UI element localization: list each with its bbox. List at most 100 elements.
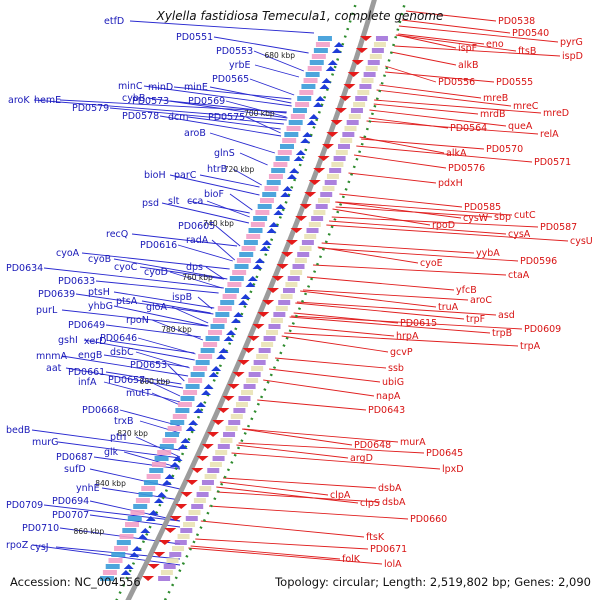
gene-label-right[interactable]: trpF bbox=[466, 314, 485, 325]
gene-label-right[interactable]: PD0564 bbox=[450, 123, 487, 134]
gene-label-right[interactable]: PD0648 bbox=[354, 440, 391, 451]
gene-label-left[interactable]: gloA bbox=[146, 302, 167, 313]
gene-label-right[interactable]: pyrG bbox=[560, 37, 583, 48]
gene-label-left[interactable]: radA bbox=[186, 235, 209, 246]
gene-label-left[interactable]: etfD bbox=[104, 16, 124, 27]
gene-label-left[interactable]: ptsH bbox=[88, 287, 110, 298]
gene-label-right[interactable]: PD0556 bbox=[438, 77, 475, 88]
gene-label-left[interactable]: glnS bbox=[214, 148, 235, 159]
gene-label-left[interactable]: htrB bbox=[207, 164, 227, 175]
gene-label-left[interactable]: PD0575 bbox=[208, 112, 245, 123]
gene-label-left[interactable]: PD0634 bbox=[6, 263, 43, 274]
gene-label-left[interactable]: trxB bbox=[114, 416, 134, 427]
gene-label-left[interactable]: cyoA bbox=[56, 248, 80, 259]
gene-label-left[interactable]: PD0616 bbox=[140, 240, 177, 251]
gene-label-left[interactable]: cyoD bbox=[144, 267, 168, 278]
gene-label-right[interactable]: cysW bbox=[463, 213, 489, 224]
gene-label-left[interactable]: PD0553 bbox=[216, 46, 253, 57]
gene-label-left[interactable]: hemE bbox=[34, 95, 61, 106]
gene-label-left[interactable]: PD0578 bbox=[122, 111, 159, 122]
gene-label-right[interactable]: eno bbox=[486, 39, 504, 50]
gene-label-left[interactable]: PD0661 bbox=[68, 367, 105, 378]
gene-label-right[interactable]: cutC bbox=[514, 210, 536, 221]
gene-label-left[interactable]: minE bbox=[184, 82, 208, 93]
gene-label-left[interactable]: dsbC bbox=[110, 347, 134, 358]
gene-label-right[interactable]: PD0570 bbox=[486, 144, 523, 155]
gene-label-left[interactable]: dcm bbox=[168, 112, 189, 123]
gene-label-right[interactable]: ftsB bbox=[518, 46, 536, 57]
gene-label-left[interactable]: cyoC bbox=[114, 262, 138, 273]
gene-label-right[interactable]: PD0555 bbox=[496, 77, 533, 88]
gene-label-right[interactable]: PD0615 bbox=[400, 318, 437, 329]
gene-label-left[interactable]: recQ bbox=[106, 229, 128, 240]
gene-label-left[interactable]: dps bbox=[186, 262, 203, 273]
gene-label-right[interactable]: PD0571 bbox=[534, 157, 571, 168]
gene-label-right[interactable]: PD0660 bbox=[410, 514, 447, 525]
gene-label-left[interactable]: xerD bbox=[84, 336, 106, 347]
gene-label-left[interactable]: ispB bbox=[172, 292, 192, 303]
gene-label-left[interactable]: glk bbox=[104, 447, 119, 458]
gene-label-right[interactable]: hrpA bbox=[396, 331, 419, 342]
gene-label-left[interactable]: bioF bbox=[204, 189, 224, 200]
gene-label-right[interactable]: ctaA bbox=[508, 270, 530, 281]
gene-label-left[interactable]: murG bbox=[32, 437, 59, 448]
gene-label-right[interactable]: PD0587 bbox=[540, 222, 577, 233]
gene-label-right[interactable]: cysA bbox=[508, 229, 531, 240]
gene-label-left[interactable]: PD0694 bbox=[52, 496, 89, 507]
gene-label-right[interactable]: mreC bbox=[513, 101, 539, 112]
gene-label-right[interactable]: sbp bbox=[494, 212, 511, 223]
gene-label-left[interactable]: bedB bbox=[6, 425, 30, 436]
gene-label-right[interactable]: murA bbox=[400, 437, 426, 448]
gene-label-right[interactable]: trpA bbox=[520, 341, 541, 352]
gene-label-right[interactable]: ftsK bbox=[366, 532, 385, 543]
gene-label-left[interactable]: PD0649 bbox=[68, 320, 105, 331]
gene-label-right[interactable]: lpxD bbox=[442, 464, 464, 475]
gene-label-left[interactable]: aat bbox=[46, 363, 62, 374]
gene-label-right[interactable]: cysU bbox=[570, 236, 593, 247]
gene-label-right[interactable]: PD0576 bbox=[448, 163, 485, 174]
gene-label-left[interactable]: mnmA bbox=[36, 351, 68, 362]
gene-label-left[interactable]: PD0573 bbox=[132, 96, 169, 107]
gene-label-left[interactable]: ynhE bbox=[76, 483, 100, 494]
gene-label-left[interactable]: PD0569 bbox=[188, 96, 225, 107]
gene-label-left[interactable]: ptsA bbox=[116, 296, 138, 307]
gene-label-right[interactable]: trpB bbox=[492, 328, 512, 339]
gene-label-left[interactable]: bioH bbox=[144, 170, 166, 181]
gene-label-left[interactable]: PD0653 bbox=[130, 360, 167, 371]
gene-label-right[interactable]: mrdB bbox=[480, 109, 506, 120]
gene-label-right[interactable]: PD0585 bbox=[464, 202, 501, 213]
gene-label-left[interactable]: PD0565 bbox=[212, 74, 249, 85]
gene-label-left[interactable]: PD0551 bbox=[176, 32, 213, 43]
gene-label-right[interactable]: relA bbox=[540, 129, 559, 140]
gene-label-left[interactable]: cyoB bbox=[88, 254, 111, 265]
gene-label-left[interactable]: yhbG bbox=[88, 301, 113, 312]
gene-label-left[interactable]: infA bbox=[78, 377, 97, 388]
gene-label-left[interactable]: cysJ bbox=[30, 542, 49, 553]
gene-label-left[interactable]: sufD bbox=[64, 464, 86, 475]
gene-label-right[interactable]: PD0540 bbox=[512, 28, 549, 39]
gene-label-right[interactable]: yybA bbox=[476, 248, 500, 259]
gene-label-right[interactable]: ispD bbox=[562, 51, 583, 62]
gene-label-left[interactable]: PD0633 bbox=[58, 276, 95, 287]
gene-label-right[interactable]: mreD bbox=[543, 108, 569, 119]
gene-label-left[interactable]: cybB bbox=[122, 93, 145, 104]
gene-label-left[interactable]: PD0605 bbox=[178, 221, 215, 232]
gene-label-left[interactable]: PD0687 bbox=[56, 452, 93, 463]
gene-label-left[interactable]: PD0579 bbox=[72, 103, 109, 114]
gene-label-left[interactable]: cca bbox=[187, 196, 203, 207]
gene-label-right[interactable]: PD0538 bbox=[498, 16, 535, 27]
gene-label-right[interactable]: truA bbox=[438, 302, 459, 313]
gene-label-left[interactable]: PD0668 bbox=[82, 405, 119, 416]
gene-label-left[interactable]: ptrI bbox=[110, 432, 126, 443]
gene-label-right[interactable]: mreB bbox=[483, 93, 508, 104]
gene-label-right[interactable]: PD0609 bbox=[524, 324, 561, 335]
gene-label-left[interactable]: PD0710 bbox=[22, 523, 59, 534]
gene-label-left[interactable]: minD bbox=[148, 82, 173, 93]
gene-label-left[interactable]: mutT bbox=[126, 388, 151, 399]
gene-label-right[interactable]: napA bbox=[376, 391, 401, 402]
gene-label-left[interactable]: PD0646 bbox=[100, 333, 137, 344]
gene-label-right[interactable]: ssb bbox=[388, 363, 404, 374]
gene-label-right[interactable]: queA bbox=[508, 121, 533, 132]
gene-label-left[interactable]: PD0707 bbox=[52, 510, 89, 521]
gene-label-right[interactable]: asd bbox=[498, 310, 515, 321]
